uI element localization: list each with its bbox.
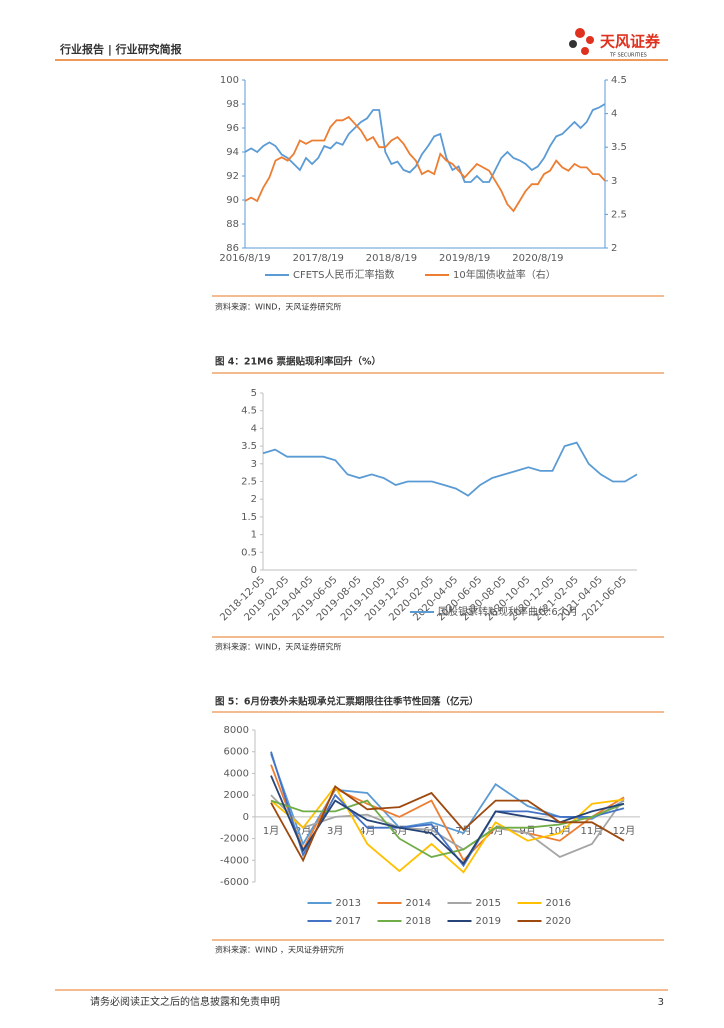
y-tick-label: 0 [243,812,249,823]
y-tick-label: 86 [226,243,239,254]
logo-sub: TF SECURITIES [609,53,647,59]
legend-label: 2018 [406,916,431,927]
series-line [270,784,625,874]
x-tick-label: 2017/8/19 [293,253,344,264]
y-tick-label: 5 [251,388,257,399]
y-tick-label: 98 [226,99,239,110]
y2-tick-label: 4.5 [611,75,627,86]
legend-label: 2014 [406,898,431,909]
y-tick-label: 100 [220,75,239,86]
y-tick-label: 88 [226,219,239,230]
y-tick-label: 4.5 [241,406,257,417]
x-tick-label: 1月 [263,825,279,837]
y2-tick-label: 2 [611,243,617,254]
source-note: 资料来源：WIND，天风证券研究所 [215,302,341,312]
figure-title: 图 5：6月份表外未贴现承兑汇票期限往往季节性回落（亿元） [215,696,479,708]
y-tick-label: 2.5 [241,477,257,488]
y-tick-label: 3 [251,459,257,470]
y-tick-label: 0.5 [241,547,257,558]
figure-title: 图 4：21M6 票据贴现利率回升（%） [215,356,381,368]
y-tick-label: -4000 [220,855,249,866]
source-note: 资料来源：WIND ，天风证券研究所 [215,945,344,955]
y-tick-label: -2000 [220,834,249,845]
x-tick-label: 2018/8/19 [366,253,417,264]
series-line [244,103,606,183]
y-tick-label: 2 [251,494,257,505]
page-number: 3 [658,997,664,1008]
x-tick-label: 12月 [613,825,636,837]
y-tick-label: 94 [226,147,239,158]
legend-label: 2016 [546,898,571,909]
y-tick-label: 4 [251,423,257,434]
y-tick-label: 90 [226,195,239,206]
y-tick-label: 0 [251,565,257,576]
footer-disclaimer: 请务必阅读正文之后的信息披露和免责申明 [90,995,280,1008]
x-tick-label: 2019/8/19 [439,253,490,264]
y-tick-label: 1 [251,530,257,541]
y-tick-label: 4000 [224,768,249,779]
header-title: 行业报告 | 行业研究简报 [59,42,183,56]
legend-label: 2020 [546,916,571,927]
y2-tick-label: 3 [611,176,617,187]
x-tick-label: 11月 [581,825,604,837]
x-tick-label: 2016/8/19 [219,253,270,264]
x-tick-label: 3月 [327,825,343,837]
series-line [262,441,638,497]
y-tick-label: 6000 [224,747,249,758]
legend-label: 2013 [336,898,361,909]
x-tick-label: 2020/8/19 [512,253,563,264]
series-line [244,115,606,213]
y-tick-label: 92 [226,171,239,182]
y-tick-label: 8000 [224,725,249,736]
logo: 天风证券 TF SECURITIES [569,28,661,59]
legend-label: 2017 [336,916,361,927]
legend-label: 10年国债收益率（右） [453,268,556,281]
y-tick-label: -6000 [220,877,249,888]
y-tick-label: 96 [226,123,239,134]
y-tick-label: 1.5 [241,512,257,523]
y-tick-label: 3.5 [241,441,257,452]
series-line [270,794,625,859]
y2-tick-label: 3.5 [611,142,627,153]
legend-label: 2019 [476,916,501,927]
series-line [270,751,625,868]
source-note: 资料来源：WIND，天风证券研究所 [215,642,341,652]
series-line [270,785,625,863]
y-tick-label: 2000 [224,790,249,801]
series-line [270,799,625,858]
legend-label: 2015 [476,898,501,909]
series-line [270,775,625,865]
legend-label: 国股银票转贴现利率曲线:6个月 [438,605,578,618]
y2-tick-label: 4 [611,109,617,120]
legend-label: CFETS人民币汇率指数 [293,268,395,281]
y2-tick-label: 2.5 [611,209,627,220]
logo-text: 天风证券 [600,33,661,51]
